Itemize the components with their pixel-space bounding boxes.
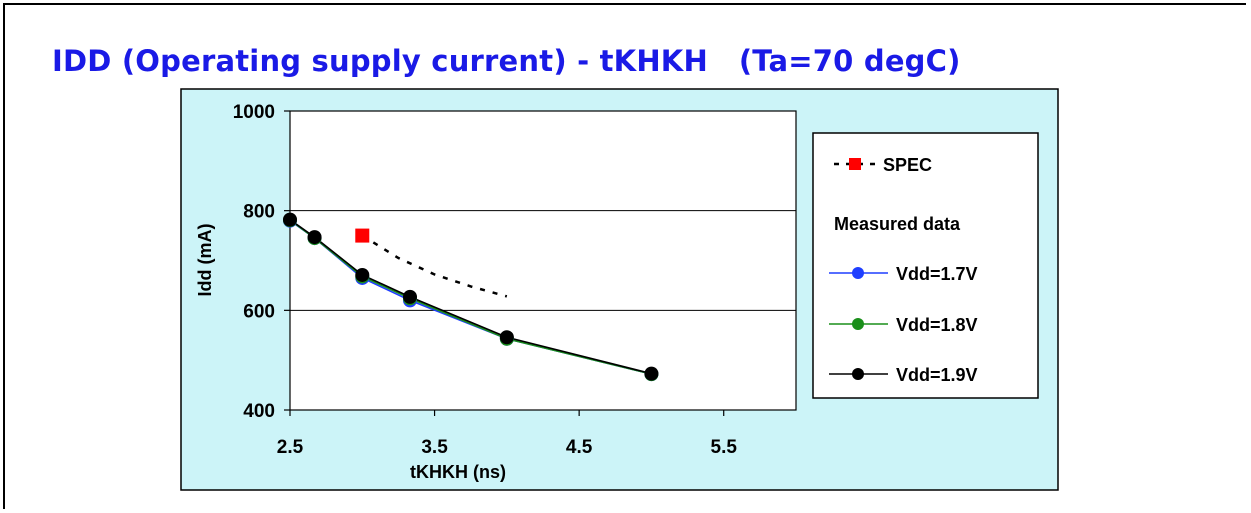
legend-vdd17-label: Vdd=1.7V — [896, 264, 978, 284]
slide-frame — [3, 3, 1246, 509]
legend-vdd19-label: Vdd=1.9V — [896, 365, 978, 385]
chart-title: IDD (Operating supply current) - tKHKH (… — [52, 44, 961, 78]
legend-vdd17-marker — [852, 267, 864, 279]
series-spec-marker-0 — [355, 228, 370, 243]
series-spec-line — [361, 234, 508, 298]
x-tick-label-5.5: 5.5 — [711, 437, 738, 458]
x-tick-label-3.5: 3.5 — [421, 437, 448, 458]
legend-vdd19-marker — [852, 368, 864, 380]
series-3-marker-2 — [355, 267, 370, 282]
legend-vdd18-marker — [852, 318, 864, 330]
series-3-marker-4 — [499, 330, 514, 345]
y-tick-label-1000: 1000 — [233, 102, 275, 123]
plot-area — [289, 110, 797, 411]
y-tick-label-600: 600 — [243, 301, 275, 322]
legend-box — [812, 132, 1039, 399]
series-3-marker-5 — [644, 366, 659, 381]
legend: SPEC Measured data Vdd=1.7V Vdd=1.8V Vdd… — [812, 132, 1039, 399]
legend-heading: Measured data — [834, 214, 961, 234]
series-3-marker-3 — [402, 289, 417, 304]
x-tick-label-2.5: 2.5 — [277, 437, 304, 458]
legend-vdd18-label: Vdd=1.8V — [896, 315, 978, 335]
x-tick-label-4.5: 4.5 — [566, 437, 593, 458]
y-axis-title: Idd (mA) — [195, 224, 215, 297]
legend-spec-marker — [849, 158, 861, 170]
x-axis-title: tKHKH (ns) — [410, 462, 506, 482]
series-3-marker-0 — [283, 212, 297, 227]
legend-spec-label: SPEC — [883, 155, 932, 175]
series-3-marker-1 — [307, 230, 322, 245]
y-tick-label-800: 800 — [243, 202, 275, 223]
y-tick-label-400: 400 — [243, 401, 275, 422]
